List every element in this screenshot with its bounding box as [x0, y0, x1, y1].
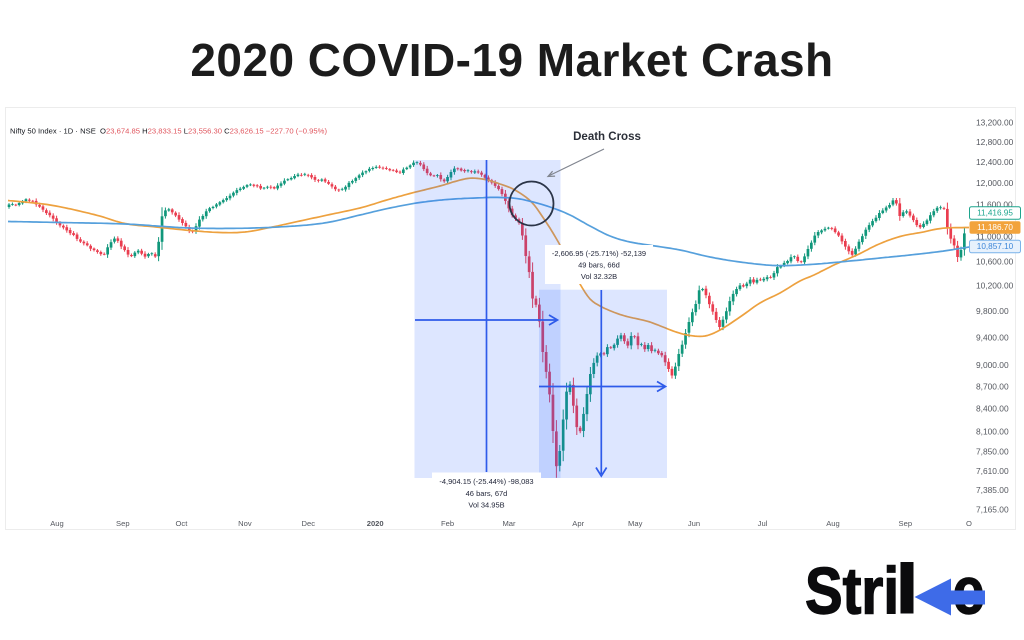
svg-text:7,850.00: 7,850.00 [976, 447, 1009, 457]
svg-text:8,700.00: 8,700.00 [976, 381, 1009, 391]
svg-text:Death Cross: Death Cross [573, 131, 641, 143]
svg-text:12,000.00: 12,000.00 [976, 178, 1014, 188]
svg-text:12,400.00: 12,400.00 [976, 157, 1014, 167]
svg-text:Aug: Aug [50, 519, 64, 528]
svg-text:8,400.00: 8,400.00 [976, 404, 1009, 414]
svg-text:49 bars, 66d: 49 bars, 66d [578, 261, 620, 270]
svg-text:2020: 2020 [367, 519, 384, 528]
svg-text:Nifty 50 Index · 1D · NSE O23: Nifty 50 Index · 1D · NSE O 23,674.85 H23… [10, 127, 328, 136]
svg-text:Oct: Oct [175, 519, 188, 528]
svg-text:10,600.00: 10,600.00 [976, 256, 1014, 266]
svg-text:May: May [628, 519, 643, 528]
svg-text:13,200.00: 13,200.00 [976, 118, 1014, 128]
svg-text:7,610.00: 7,610.00 [976, 466, 1009, 476]
svg-text:11,186.70: 11,186.70 [977, 223, 1013, 232]
svg-text:Vol 34.95B: Vol 34.95B [468, 501, 504, 510]
svg-text:-2,606.95 (-25.71%) -52,139: -2,606.95 (-25.71%) -52,139 [552, 249, 646, 258]
svg-text:9,800.00: 9,800.00 [976, 306, 1009, 316]
svg-text:10,200.00: 10,200.00 [976, 281, 1014, 291]
svg-text:11,416.95: 11,416.95 [977, 209, 1013, 218]
svg-text:Sep: Sep [116, 519, 130, 528]
svg-text:11,000.00: 11,000.00 [976, 232, 1013, 242]
svg-text:9,400.00: 9,400.00 [976, 332, 1009, 342]
svg-text:Stri: Stri [806, 554, 899, 626]
svg-text:Feb: Feb [441, 519, 454, 528]
svg-text:Vol 32.32B: Vol 32.32B [581, 272, 617, 281]
svg-text:7,165.00: 7,165.00 [976, 504, 1009, 514]
svg-text:-4,904.15 (-25.44%) -98,083: -4,904.15 (-25.44%) -98,083 [439, 477, 533, 486]
svg-text:Apr: Apr [572, 519, 584, 528]
svg-text:Sep: Sep [899, 519, 913, 528]
svg-text:12,800.00: 12,800.00 [976, 137, 1014, 147]
svg-text:Dec: Dec [302, 519, 316, 528]
svg-text:10,857.10: 10,857.10 [977, 242, 1014, 251]
svg-text:Jul: Jul [758, 519, 768, 528]
svg-text:Mar: Mar [502, 519, 516, 528]
svg-text:Aug: Aug [826, 519, 840, 528]
svg-text:46 bars, 67d: 46 bars, 67d [466, 489, 508, 498]
svg-text:7,385.00: 7,385.00 [976, 485, 1009, 495]
svg-text:e: e [953, 554, 985, 626]
svg-text:Nov: Nov [238, 519, 252, 528]
svg-text:8,100.00: 8,100.00 [976, 427, 1009, 437]
svg-text:9,000.00: 9,000.00 [976, 360, 1009, 370]
svg-text:O: O [966, 519, 972, 528]
svg-text:11,600.00: 11,600.00 [976, 199, 1013, 209]
svg-text:Jun: Jun [688, 519, 700, 528]
